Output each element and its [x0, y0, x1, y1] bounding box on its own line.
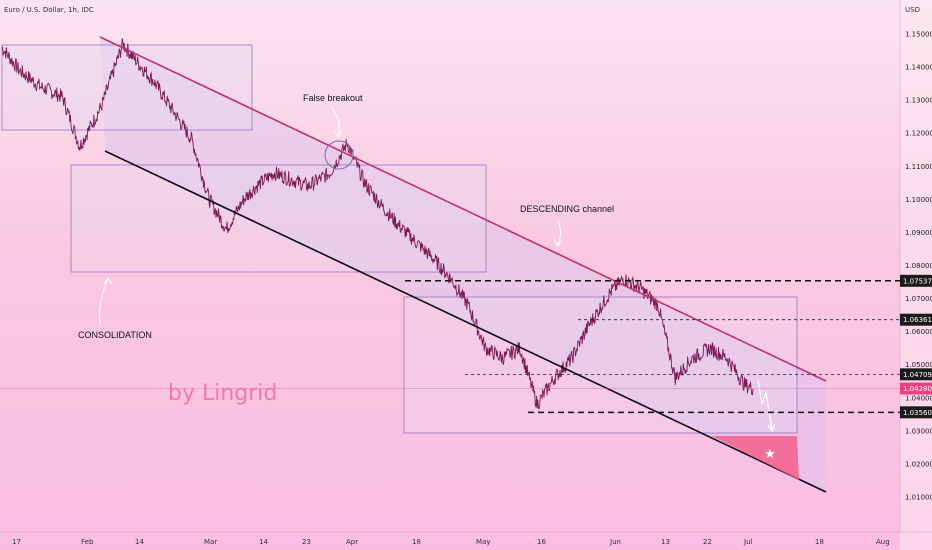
x-tick-label: Apr [346, 538, 358, 546]
y-tick-label: 1.04000 [905, 394, 932, 402]
consolidation-box-2 [70, 164, 487, 273]
y-tick-label: 1.05000 [905, 361, 932, 369]
y-tick-label: 1.12000 [905, 130, 932, 138]
false-breakout-circle [324, 140, 354, 170]
watermark: by Lingrid [168, 381, 277, 406]
x-tick-label: May [476, 538, 490, 546]
x-tick-label: 14 [135, 538, 144, 546]
price-badge [900, 382, 932, 395]
x-tick-label: 18 [815, 538, 824, 546]
star-icon: ★ [764, 447, 776, 462]
price-badge-label: 1.04709 [903, 371, 932, 379]
target-zone [712, 436, 799, 480]
false-breakout-label: False breakout [303, 93, 363, 103]
price-badge [900, 313, 932, 326]
price-badges: 1.07537 1.06361 1.04709 1.04280 1.03560 [900, 274, 932, 419]
consolidation-box-1 [1, 44, 253, 131]
x-tick-label: 17 [12, 538, 21, 546]
y-tick-label: 1.06000 [905, 328, 932, 336]
false-breakout-arrow-icon [330, 106, 343, 138]
price-badge [900, 274, 932, 287]
price-badge [900, 406, 932, 419]
descending-channel-arrow-icon [553, 219, 563, 247]
channel-bottom-line [104, 150, 827, 493]
descending-channel-label: DESCENDING channel [520, 204, 614, 214]
x-tick-label: 23 [302, 538, 311, 546]
price-levels [0, 280, 900, 414]
y-tick-label: 1.09000 [905, 229, 932, 237]
x-tick-label: Jul [743, 538, 753, 546]
price-badge-label: 1.03560 [903, 409, 932, 417]
channel-fill [100, 37, 826, 492]
consolidation-arrow-icon [99, 277, 113, 326]
projection-path [757, 379, 773, 431]
projection-arrow-icon [767, 423, 776, 433]
y-tick-label: 1.10000 [905, 196, 932, 204]
price-line [1, 38, 754, 410]
y-tick-label: 1.07000 [905, 295, 932, 303]
y-tick-label: 1.15000 [905, 31, 932, 39]
price-badge [900, 368, 932, 381]
price-badge-label: 1.07537 [903, 277, 932, 285]
x-tick-label: Mar [204, 538, 217, 546]
x-axis-ticks: 17 Feb 14 Mar 14 23 Apr 18 May 16 Jun 13 22 Jul 18 Aug [12, 538, 890, 546]
y-tick-label: 1.13000 [905, 97, 932, 105]
y-tick-label: 1.14000 [905, 64, 932, 72]
x-tick-label: 18 [412, 538, 421, 546]
price-badge-label: 1.06361 [903, 316, 932, 324]
x-tick-label: 22 [703, 538, 712, 546]
x-tick-label: 16 [537, 538, 546, 546]
x-tick-label: Feb [81, 538, 94, 546]
price-series [1, 38, 754, 410]
y-axis-ticks: 1.15000 1.14000 1.13000 1.12000 1.11000 1.100… [905, 31, 932, 502]
y-tick-label: 1.08000 [905, 262, 932, 270]
x-tick-label: Aug [876, 538, 890, 546]
y-tick-label: 1.11000 [905, 163, 932, 171]
x-tick-label: 14 [259, 538, 268, 546]
currency-label: USD [905, 6, 920, 14]
y-tick-label: 1.03000 [905, 427, 932, 435]
consolidation-label: CONSOLIDATION [78, 330, 152, 340]
y-tick-label: 1.02000 [905, 460, 932, 468]
x-tick-label: 13 [661, 538, 670, 546]
chart-title: Euro / U.S. Dollar, 1h, IDC [4, 6, 94, 14]
y-tick-label: 1.01000 [905, 494, 932, 502]
price-badge-label: 1.04280 [903, 385, 932, 393]
channel-top-line [99, 36, 827, 382]
x-tick-label: Jun [609, 538, 621, 546]
